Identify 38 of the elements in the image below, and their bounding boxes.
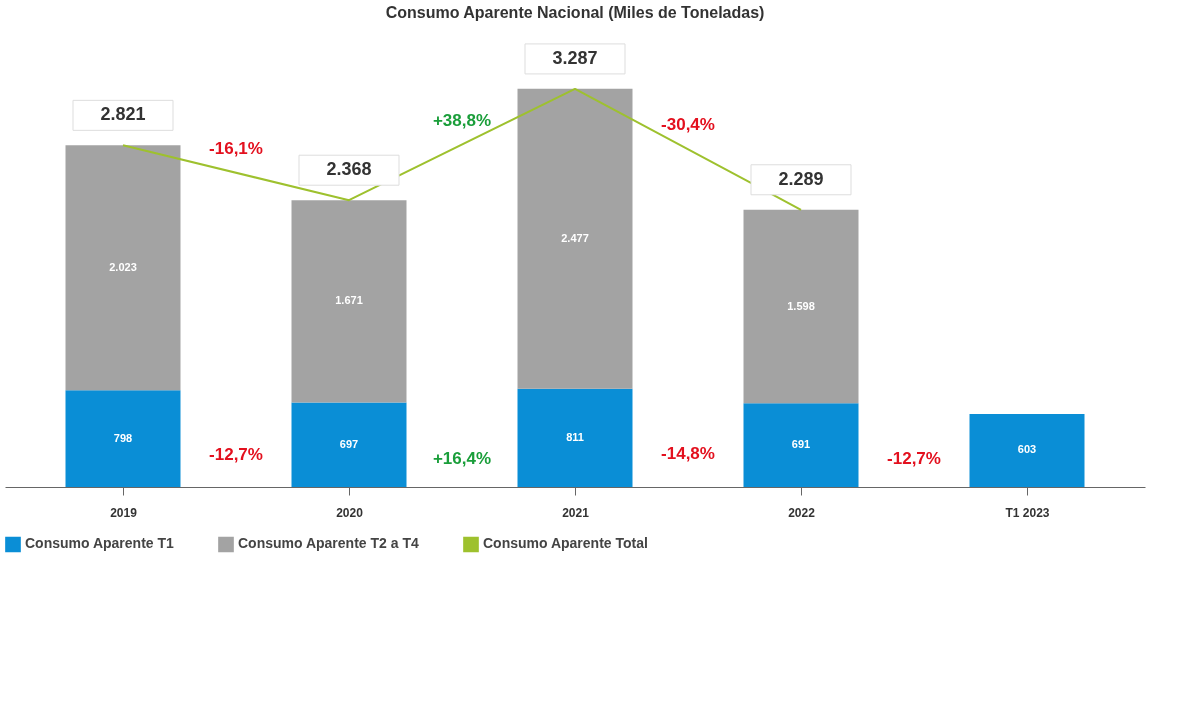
- annotation: -12,7%: [209, 444, 263, 464]
- data-label: 1.598: [787, 299, 815, 312]
- annotation: -30,4%: [661, 115, 715, 135]
- data-label: 2.821: [100, 104, 146, 125]
- x-tick-label: 2022: [788, 505, 816, 520]
- x-tick-label: 2019: [110, 505, 138, 520]
- legend-label: Consumo Aparente T1: [25, 535, 175, 552]
- bar: [291, 200, 407, 403]
- data-label: 697: [339, 437, 359, 450]
- bar: [65, 145, 181, 391]
- bar: [517, 88, 633, 389]
- bar: [743, 403, 859, 487]
- legend-label: Consumo Aparente T2 a T4: [238, 535, 419, 552]
- x-tick-label: 2020: [336, 505, 364, 520]
- annotation: +38,8%: [432, 110, 492, 130]
- data-label: 1.671: [335, 294, 363, 307]
- data-label: 2.023: [109, 260, 137, 273]
- x-tick-label: T1 2023: [1005, 505, 1050, 520]
- data-label: 691: [791, 438, 811, 451]
- x-tick-label: 2021: [562, 505, 590, 520]
- annotation: +16,4%: [432, 448, 492, 468]
- annotation: -14,8%: [661, 444, 715, 464]
- bar: [517, 388, 633, 487]
- data-label: 2.289: [778, 168, 824, 189]
- bar: [291, 402, 407, 487]
- data-label: 3.287: [552, 47, 598, 68]
- annotation: -16,1%: [209, 138, 263, 158]
- bar: [743, 209, 859, 404]
- annotation: -12,7%: [887, 449, 941, 469]
- data-label: 2.368: [326, 159, 372, 180]
- data-label: 798: [113, 431, 133, 444]
- data-label: 603: [1017, 443, 1037, 456]
- data-label: 811: [566, 430, 584, 443]
- data-label: 2.477: [561, 231, 589, 244]
- bar: [969, 413, 1085, 487]
- bar: [65, 390, 181, 487]
- legend-label: Consumo Aparente Total: [483, 535, 648, 552]
- text: Consumo Aparente Nacional (Miles de Toneladas): [385, 4, 765, 21]
